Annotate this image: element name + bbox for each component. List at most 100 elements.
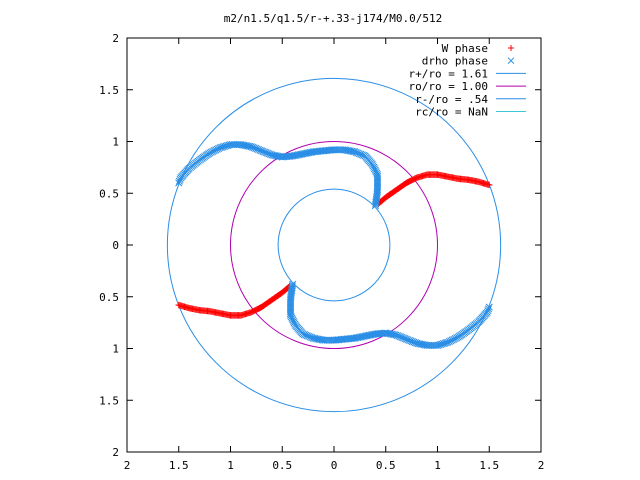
data-points [175,141,493,349]
drho-phase-point [414,340,422,348]
drho-phase-point [349,148,357,156]
drho-phase-point [339,146,347,154]
drho-phase-point [306,148,314,156]
circle-series [166,77,502,413]
drho-phase-point [417,340,425,348]
drho-phase-point [305,149,313,157]
drho-phase-point [278,153,286,161]
drho-phase-point [247,143,255,151]
drho-phase-point [385,330,393,338]
drho-phase-point [389,330,397,339]
legend-symbol [508,45,514,51]
drho-phase-point [365,331,374,339]
drho-phase-point [355,333,363,341]
x-tick-label: 1.5 [479,459,499,472]
y-tick-label: 1 [112,136,119,149]
x-tick-label: 1 [434,459,441,472]
drho-phase-point [243,142,251,150]
drho-phase-point [314,335,322,343]
drho-phase-point [303,149,311,157]
chart-title: m2/n1.5/q1.5/r-+.33-j174/M0.0/512 [224,12,443,25]
drho-phase-point [272,152,280,160]
drho-phase-point [302,149,310,157]
drho-phase-point [423,341,431,349]
y-tick-label: 0.5 [99,187,119,200]
drho-phase-point [354,334,362,342]
y-tick-label: 0 [112,239,119,252]
drho-phase-point [271,151,279,160]
drho-phase-point [175,177,183,185]
drho-phase-point [351,148,359,156]
drho-phase-point [323,336,331,344]
y-tick-label: 1 [112,343,119,356]
circle-series [230,141,438,349]
drho-phase-point [352,334,360,342]
drho-phase-point [244,142,252,150]
drho-phase-point [413,339,421,347]
drho-phase-point [294,151,303,159]
legend-label: W phase [442,42,488,55]
drho-phase-point [320,336,328,344]
drho-phase-point [357,333,365,341]
x-tick-label: 0 [331,459,338,472]
x-tick-label: 1.5 [169,459,189,472]
x-tick-label: 2 [538,459,545,472]
drho-phase-point [346,147,354,155]
drho-phase-point [296,150,304,159]
y-tick-label: 2 [112,32,119,45]
drho-phase-point [297,150,306,158]
drho-phase-point [300,150,308,158]
legend-symbol [507,57,515,65]
drho-phase-point [241,141,249,150]
drho-phase-point [382,329,390,337]
drho-phase-point [246,142,254,150]
drho-phase-point [235,141,243,149]
drho-phase-point [362,332,371,340]
drho-phase-point [348,147,356,155]
x-tick-label: 1 [227,459,234,472]
y-tick-label: 1.5 [99,394,119,407]
drho-phase-point [428,341,436,349]
drho-phase-point [427,341,435,349]
circle-series [277,188,391,302]
drho-phase-point [425,341,433,349]
legend-label: r-/ro = .54 [415,93,488,106]
drho-phase-point [383,329,391,337]
drho-phase-point [351,334,359,342]
drho-phase-point [364,331,372,340]
drho-phase-point [309,148,317,156]
drho-phase-point [312,335,320,343]
drho-phase-point [485,303,493,311]
drho-phase-point [308,148,316,156]
drho-phase-point [233,141,241,149]
drho-phase-point [277,153,285,161]
y-tick-label: 0.5 [99,291,119,304]
drho-phase-point [388,330,396,338]
y-tick-label: 1.5 [99,84,119,97]
w-phase-point [175,301,182,309]
drho-phase-point [321,336,329,344]
x-tick-label: 2 [124,459,131,472]
drho-phase-point [386,330,394,338]
drho-phase-point [360,332,368,340]
drho-phase-point [337,146,345,154]
drho-phase-point [309,334,317,342]
drho-phase-point [419,340,427,349]
reference-circles [166,77,502,413]
drho-phase-point [367,331,375,339]
drho-phase-point [274,152,282,160]
drho-phase-point [311,334,319,342]
drho-phase-point [293,151,301,159]
y-tick-label: 2 [112,446,119,459]
drho-phase-point [315,335,323,343]
x-tick-label: 0.5 [376,459,396,472]
drho-phase-point [175,179,183,187]
drho-phase-point [325,336,333,344]
drho-phase-point [335,146,343,154]
legend-label: drho phase [422,55,488,68]
drho-phase-point [232,141,240,149]
w-phase-point [486,181,493,189]
legend-label: r+/ro = 1.61 [409,67,488,80]
